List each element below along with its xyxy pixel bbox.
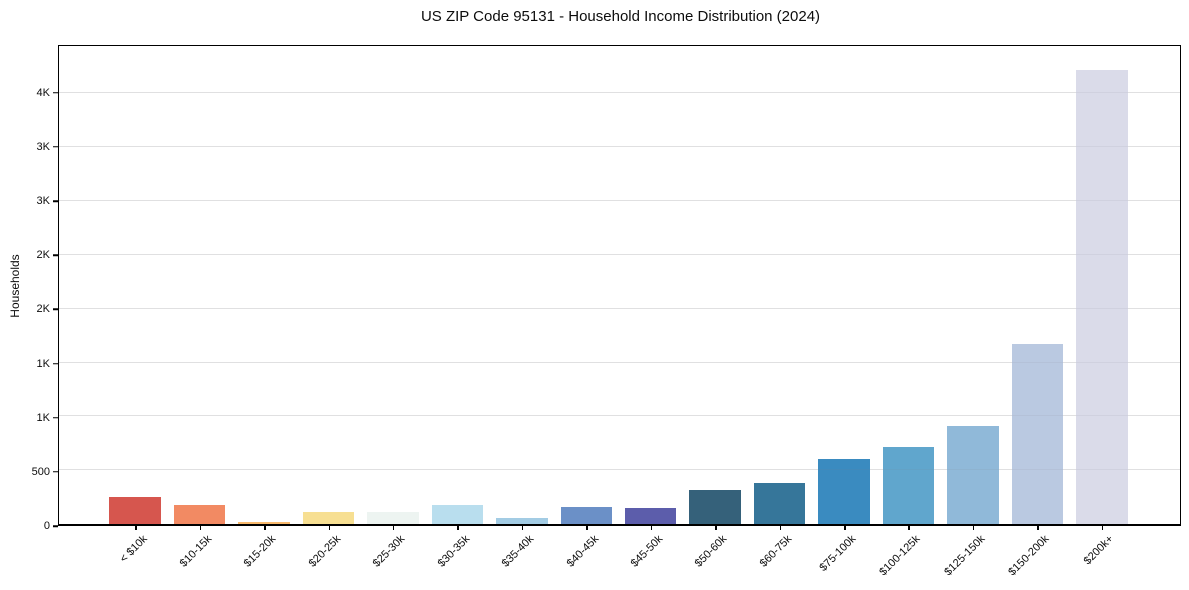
y-tick-mark	[53, 416, 58, 419]
bar-$20-25k	[302, 512, 355, 524]
gridline	[59, 307, 1180, 309]
x-tick-mark	[521, 524, 524, 530]
bar-slot: $60-75k	[747, 46, 811, 570]
bar-slot: $45-50k	[619, 46, 683, 570]
x-tick-mark	[1037, 524, 1039, 530]
gridlines	[59, 46, 1180, 524]
bar-$50-60k	[689, 489, 741, 524]
bar-$30-35k	[431, 505, 484, 524]
gridline	[59, 415, 1180, 417]
bar-$150-200k	[1011, 344, 1064, 524]
y-axis: 0 500 1K 1K 2K 2K 3K 3K 4K	[0, 45, 58, 532]
y-tick-label: 1K	[36, 411, 50, 424]
x-tick-mark	[392, 524, 395, 530]
x-tick-label: $40-45k	[564, 533, 601, 570]
y-tick-label: 0	[43, 520, 50, 532]
y-tick-label: 500	[31, 465, 50, 478]
x-tick-label: $75-100k	[817, 533, 859, 574]
x-tick-mark	[715, 524, 717, 530]
gridline	[59, 253, 1180, 255]
y-tick-label: 3K	[36, 195, 50, 207]
x-tick-mark	[199, 524, 202, 530]
x-tick-label: $35-40k	[499, 533, 537, 570]
y-tick-mark	[53, 308, 58, 311]
x-tick-mark	[135, 524, 137, 530]
x-tick-label: $20-25k	[306, 533, 344, 570]
bar-$200k+	[1076, 69, 1128, 524]
x-tick-mark	[908, 524, 910, 530]
bar-$60-75k	[753, 483, 806, 524]
y-tick-label: 2K	[36, 303, 50, 316]
bar-slot: $30-35k	[425, 46, 489, 570]
bar-slot: $40-45k	[554, 46, 618, 570]
bar-$125-150k	[947, 426, 999, 524]
x-tick-label: < $10k	[117, 533, 150, 566]
x-tick-mark	[457, 524, 459, 530]
bar-$10-15k	[173, 504, 226, 524]
bar-$75-100k	[818, 459, 870, 524]
x-tick-mark	[779, 524, 782, 530]
x-tick-label: $45-50k	[628, 533, 666, 570]
bar-slot: $125-150k	[941, 46, 1005, 578]
x-tick-label: $25-30k	[370, 533, 408, 570]
gridline	[59, 146, 1180, 148]
bar-$15-20k	[238, 522, 290, 524]
gridline	[59, 361, 1180, 363]
y-tick-label: 4K	[36, 86, 50, 99]
x-tick-label: $30-35k	[435, 533, 472, 570]
x-tick-mark	[972, 524, 975, 530]
y-tick-mark	[53, 471, 58, 473]
x-tick-label: $10-15k	[177, 533, 215, 570]
y-tick-mark	[53, 146, 58, 148]
x-tick-mark	[844, 524, 846, 530]
x-tick-label: $150-200k	[1006, 533, 1052, 579]
gridline	[59, 92, 1180, 94]
gridline	[59, 200, 1180, 202]
bar-slot: $10-15k	[167, 46, 231, 570]
bar-$100-125k	[882, 446, 935, 524]
bar-slot: $25-30k	[361, 46, 425, 570]
y-tick-label: 1K	[36, 357, 50, 370]
bar-slot: $35-40k	[490, 46, 554, 570]
bar-$25-30k	[367, 512, 419, 524]
plot-area: < $10k $10-15k $15-20k $20-25k $25-30k $30-35…	[58, 45, 1181, 578]
gridline	[59, 469, 1180, 471]
bar-slot: $20-25k	[296, 46, 360, 570]
x-tick-label: $60-75k	[757, 533, 795, 570]
bar-slot: $50-60k	[683, 46, 747, 570]
x-tick-label: $50-60k	[693, 533, 730, 570]
y-tick-mark	[53, 200, 58, 202]
x-tick-label: $100-125k	[877, 533, 923, 579]
bar-slot: $100-125k	[876, 46, 940, 578]
y-tick-mark	[53, 525, 58, 527]
bar-slot: $150-200k	[1005, 46, 1069, 578]
bar-$40-45k	[560, 507, 613, 524]
bar-slot: < $10k	[103, 46, 167, 565]
y-tick-mark	[53, 91, 58, 94]
x-tick-label: $200k+	[1082, 533, 1117, 568]
x-tick-mark	[328, 524, 331, 530]
bar-< $10k	[109, 496, 161, 524]
bar-slot: $15-20k	[232, 46, 296, 570]
y-tick-label: 3K	[36, 140, 50, 153]
chart-title: US ZIP Code 95131 - Household Income Dis…	[420, 8, 821, 25]
y-tick-mark	[53, 362, 58, 365]
x-tick-mark	[1101, 524, 1104, 530]
x-tick-mark	[586, 524, 588, 530]
x-tick-mark	[264, 524, 266, 530]
y-tick-mark	[53, 254, 58, 256]
bar-$45-50k	[624, 508, 677, 524]
bar-slot: $200k+	[1070, 46, 1134, 567]
bar-series: < $10k $10-15k $15-20k $20-25k $25-30k $30-35…	[59, 46, 1180, 578]
x-tick-label: $125-150k	[942, 533, 988, 579]
x-tick-label: $15-20k	[241, 533, 279, 570]
x-tick-mark	[650, 524, 653, 530]
bar-slot: $75-100k	[812, 46, 876, 574]
bar-$35-40k	[496, 517, 548, 524]
y-tick-label: 2K	[36, 249, 50, 262]
